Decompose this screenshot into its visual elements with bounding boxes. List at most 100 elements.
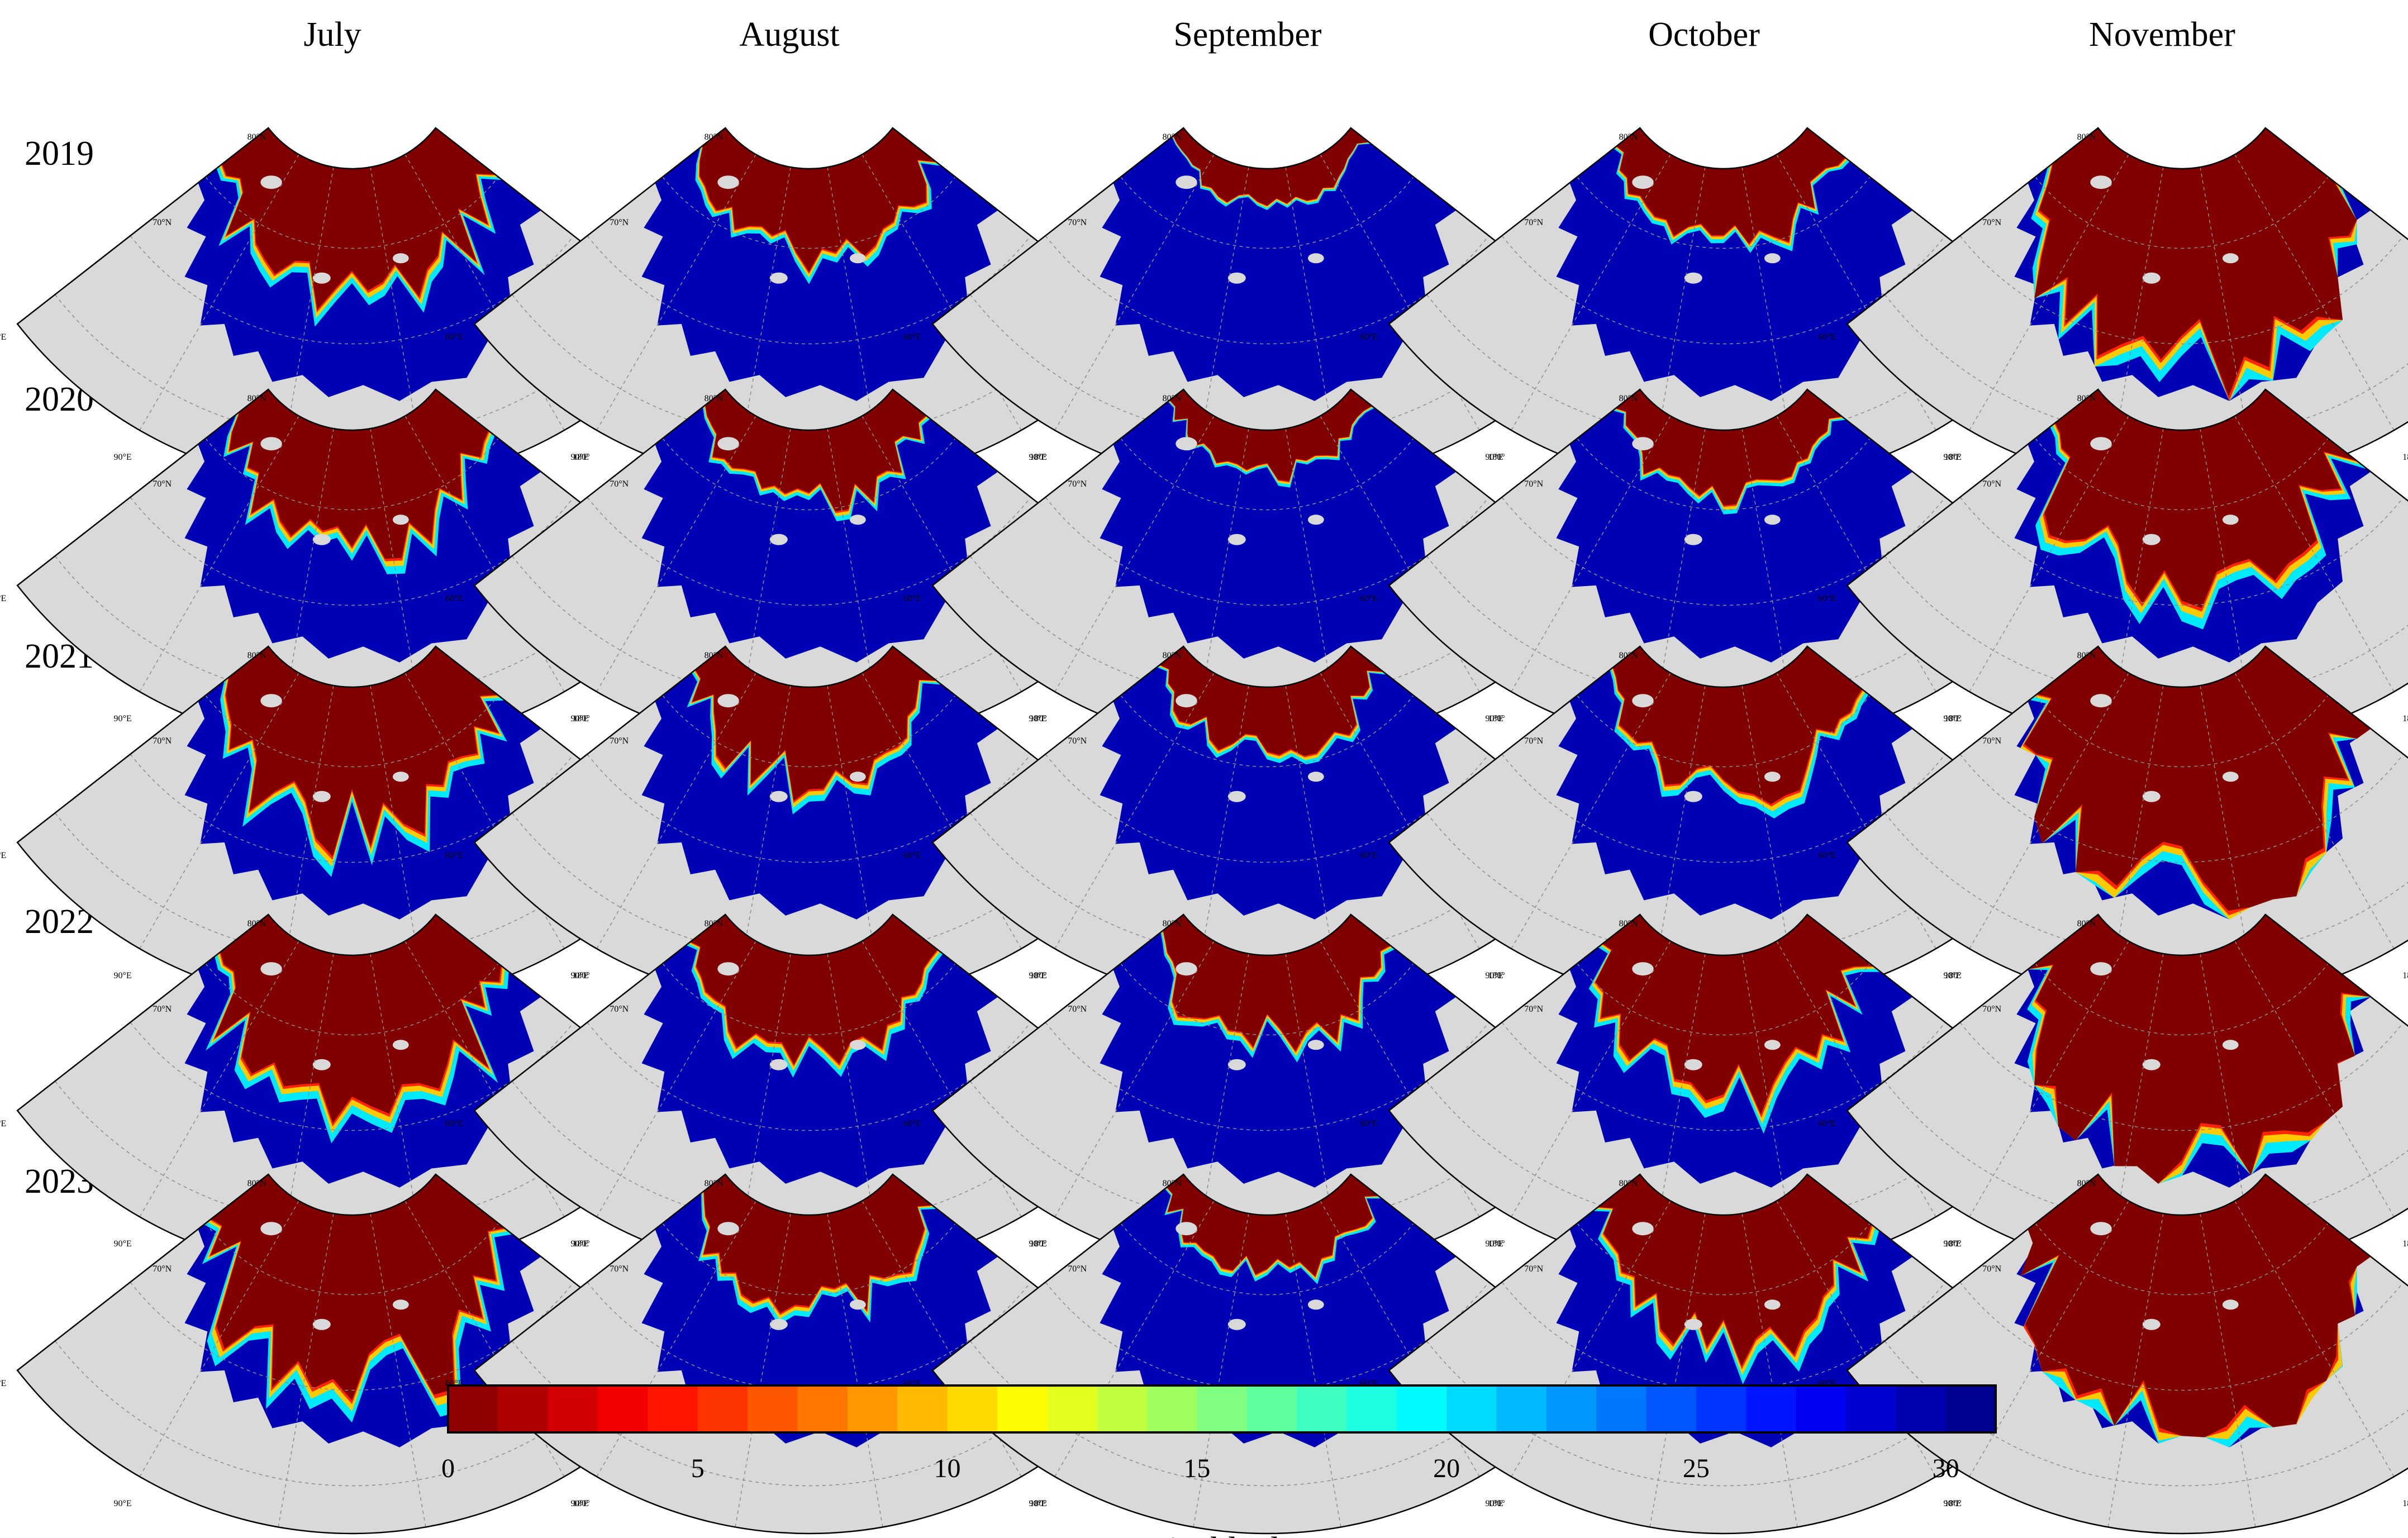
latitude-label: 70°N — [153, 1264, 172, 1274]
longitude-label: 60°E — [1818, 851, 1836, 860]
longitude-label: 180° — [1030, 1499, 1046, 1508]
island — [1632, 175, 1654, 189]
longitude-label: 60°E — [0, 332, 6, 342]
year-label-2019: 2019 — [25, 135, 94, 173]
map-frame — [931, 127, 1603, 488]
colorbar-bin-26 — [1746, 1385, 1797, 1432]
island — [1307, 1040, 1324, 1050]
island — [2142, 1318, 2160, 1330]
latitude-label: 70°N — [1524, 1264, 1543, 1274]
island — [1176, 694, 1197, 708]
graticule-parallel — [1959, 1282, 2404, 1391]
colorbar-bin-12 — [1047, 1385, 1098, 1432]
longitude-label: 60°E — [0, 1379, 6, 1388]
map-frame — [1388, 645, 2059, 1007]
colorbar-title: navigable days — [1119, 1531, 1325, 1538]
island — [2222, 253, 2239, 264]
island — [1307, 515, 1324, 525]
latitude-label: 80°N — [1163, 919, 1182, 928]
latitude-label: 70°N — [1068, 479, 1087, 489]
map-frame — [1846, 127, 2408, 488]
latitude-label: 80°N — [705, 1179, 724, 1188]
graticule-parallel — [2035, 695, 2329, 768]
graticule-parallel — [1120, 695, 1414, 768]
longitude-label: 180° — [1944, 971, 1961, 980]
latitude-label: 80°N — [1163, 651, 1182, 660]
latitude-label: 80°N — [248, 651, 267, 660]
longitude-label: 90°E — [1029, 714, 1047, 723]
graticule-parallel — [662, 963, 956, 1036]
island — [392, 772, 409, 782]
longitude-label: 60°E — [445, 851, 463, 860]
colorbar-bin-19 — [1396, 1385, 1447, 1432]
graticule-parallel — [1120, 963, 1414, 1036]
colorbar-bin-1 — [498, 1385, 549, 1432]
island — [1227, 791, 1246, 802]
map-frame — [931, 645, 1603, 1007]
island — [1176, 962, 1197, 976]
longitude-label: 90°E — [1944, 714, 1962, 723]
graticule-parallel — [662, 1223, 956, 1296]
island — [1307, 772, 1324, 782]
longitude-label: 180° — [1488, 1499, 1505, 1508]
latitude-label: 80°N — [705, 651, 724, 660]
longitude-label: 180° — [1944, 1499, 1961, 1508]
graticule-parallel — [1577, 438, 1871, 511]
colorbar-tick-10: 10 — [934, 1454, 961, 1483]
graticule-parallel — [2035, 438, 2329, 511]
latitude-label: 80°N — [1163, 132, 1182, 142]
latitude-label: 70°N — [610, 218, 629, 227]
latitude-label: 80°N — [1163, 1179, 1182, 1188]
colorbar-bin-24 — [1646, 1385, 1697, 1432]
island — [2222, 1040, 2239, 1050]
latitude-label: 80°N — [705, 394, 724, 403]
map-frame — [1388, 913, 2059, 1275]
graticule-parallel — [587, 754, 1031, 863]
island — [1176, 437, 1197, 451]
longitude-label: 90°E — [1486, 971, 1503, 980]
island — [260, 962, 282, 976]
island — [1227, 534, 1246, 545]
colorbar-tick-30: 30 — [1933, 1454, 1959, 1483]
colorbar-frame — [447, 1384, 1997, 1434]
longitude-label: 60°E — [1818, 332, 1836, 342]
island — [717, 962, 739, 976]
map-frame — [1846, 388, 2408, 750]
latitude-label: 80°N — [248, 132, 267, 142]
island — [1227, 1318, 1246, 1330]
graticule-parallel — [587, 497, 1031, 606]
graticule-parallel — [205, 438, 499, 511]
longitude-label: 60°E — [0, 594, 6, 603]
island — [849, 253, 866, 264]
longitude-label: 180° — [573, 714, 589, 723]
island — [1632, 962, 1654, 976]
graticule-parallel — [205, 695, 499, 768]
longitude-label: 180° — [1944, 453, 1961, 462]
graticule-parallel — [2035, 177, 2329, 249]
longitude-label: 180° — [2402, 1239, 2408, 1249]
island — [2222, 1299, 2239, 1310]
island — [1764, 772, 1781, 782]
map-frame — [931, 913, 1603, 1275]
island — [2142, 534, 2160, 545]
island — [392, 1299, 409, 1310]
longitude-label: 90°E — [1944, 453, 1962, 462]
island — [2142, 272, 2160, 284]
colorbar-bin-27 — [1796, 1385, 1847, 1432]
latitude-label: 70°N — [1982, 1264, 2001, 1274]
colorbar-bin-9 — [897, 1385, 948, 1432]
map-frame — [473, 1173, 1145, 1535]
latitude-label: 80°N — [705, 132, 724, 142]
latitude-label: 80°N — [1163, 394, 1182, 403]
graticule-parallel — [1120, 438, 1414, 511]
latitude-label: 80°N — [2077, 919, 2096, 928]
latitude-label: 80°N — [705, 919, 724, 928]
island — [260, 1222, 282, 1236]
colorbar-tick-5: 5 — [691, 1454, 705, 1483]
longitude-label: 90°E — [1486, 1499, 1503, 1508]
island — [769, 534, 788, 545]
